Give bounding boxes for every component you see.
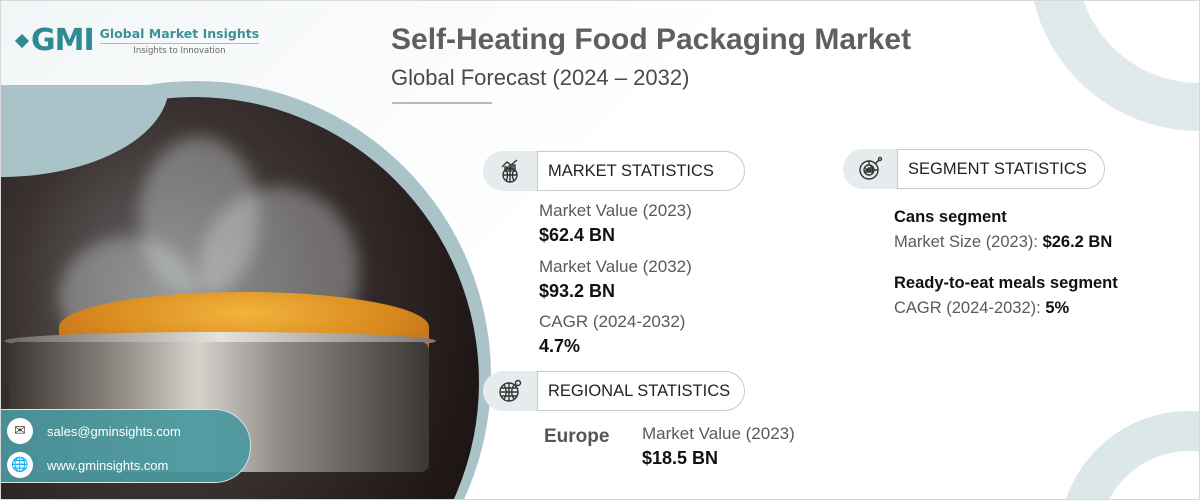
market-value-2023-label: Market Value (2023) (539, 201, 692, 220)
segment-statistics-header: SEGMENT STATISTICS (843, 149, 1105, 189)
cans-segment-label: Market Size (2023): (894, 233, 1043, 251)
brand-tagline: Insights to Innovation (133, 45, 226, 56)
cagr-label: CAGR (2024-2032) (539, 312, 686, 331)
region-market-value: $18.5 BN (642, 448, 719, 468)
diamond-icon (14, 33, 30, 48)
steam (139, 137, 259, 297)
page-subtitle: Global Forecast (2024 – 2032) (391, 65, 690, 90)
decorative-arc-top-right (1029, 1, 1199, 131)
pie-chart-icon (843, 149, 897, 189)
cagr-value: 4.7% (539, 336, 581, 356)
contact-website[interactable]: www.gminsights.com (47, 457, 169, 473)
contact-box: ✉ sales@gminsights.com 🌐 www.gminsights.… (1, 409, 251, 483)
region-name: Europe (544, 426, 610, 447)
title-divider (392, 102, 492, 104)
page-title: Self-Heating Food Packaging Market (391, 23, 912, 56)
regional-statistics-header: REGIONAL STATISTICS (483, 371, 745, 411)
market-value-2032-label: Market Value (2032) (539, 257, 692, 276)
logo-mark-text: GMI (31, 23, 95, 58)
ready-to-eat-segment-label: CAGR (2024-2032): (894, 299, 1046, 317)
globe-icon (483, 371, 537, 411)
decorative-arc-bottom-right (1059, 411, 1199, 499)
logo-mark: GMI (14, 23, 95, 58)
market-statistics-heading: MARKET STATISTICS (537, 151, 745, 191)
contact-website-row[interactable]: 🌐 www.gminsights.com (7, 450, 250, 480)
contact-email-row[interactable]: ✉ sales@gminsights.com (7, 416, 250, 446)
contact-email[interactable]: sales@gminsights.com (47, 423, 181, 439)
ready-to-eat-segment-line: CAGR (2024-2032): 5% (894, 299, 1069, 318)
market-value-2032: $93.2 BN (539, 281, 616, 301)
regional-statistics-heading: REGIONAL STATISTICS (537, 371, 745, 411)
globe-icon: 🌐 (7, 452, 33, 478)
envelope-icon: ✉ (7, 418, 33, 444)
segment-statistics-heading: SEGMENT STATISTICS (897, 149, 1105, 189)
cans-segment-value: $26.2 BN (1042, 233, 1113, 251)
brand-name: Global Market Insights (99, 26, 260, 44)
gmi-logo: GMI Global Market Insights Insights to I… (14, 23, 260, 58)
market-value-2023: $62.4 BN (539, 225, 616, 245)
region-market-value-label: Market Value (2023) (642, 424, 795, 443)
ready-to-eat-segment-value: 5% (1045, 299, 1070, 317)
market-statistics-header: MARKET STATISTICS (483, 151, 745, 191)
ready-to-eat-segment-title: Ready-to-eat meals segment (894, 274, 1118, 292)
chart-globe-icon (483, 151, 537, 191)
cans-segment-title: Cans segment (894, 208, 1007, 226)
cans-segment-line: Market Size (2023): $26.2 BN (894, 233, 1112, 252)
